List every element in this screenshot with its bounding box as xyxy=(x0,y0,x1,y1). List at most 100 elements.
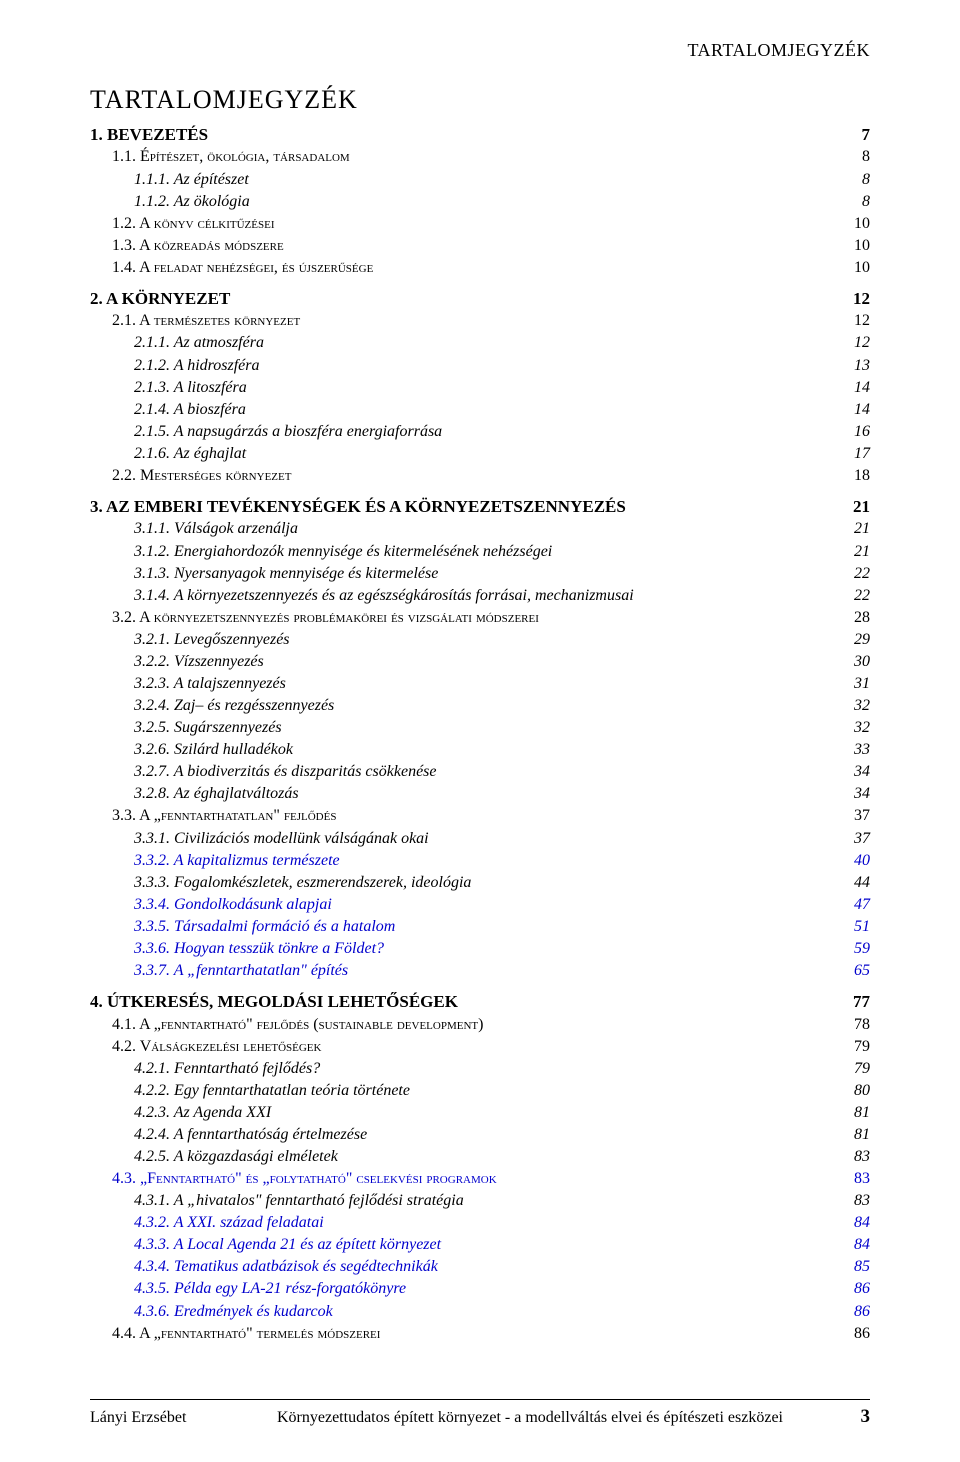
toc-entry[interactable]: 1.3. A közreadás módszere10 xyxy=(90,235,870,257)
toc-entry-label: 4.3.2. A XXI. század feladatai xyxy=(134,1212,324,1234)
toc-entry-label: 4.3. „Fenntartható" és „folytatható" cse… xyxy=(112,1168,497,1190)
toc-entry-label: 3.3.4. Gondolkodásunk alapjai xyxy=(134,894,332,916)
toc-entry-page: 83 xyxy=(854,1168,870,1190)
toc-entry[interactable]: 3.2.6. Szilárd hulladékok33 xyxy=(90,739,870,761)
toc-entry[interactable]: 4.4. A „fenntartható" termelés módszerei… xyxy=(90,1323,870,1345)
toc-entry[interactable]: 2. A KÖRNYEZET12 xyxy=(90,287,870,310)
toc-entry[interactable]: 4.3.3. A Local Agenda 21 és az épített k… xyxy=(90,1234,870,1256)
toc-entry[interactable]: 4.3.1. A „hivatalos" fenntartható fejlőd… xyxy=(90,1190,870,1212)
toc-entry[interactable]: 3.3.6. Hogyan tesszük tönkre a Földet?59 xyxy=(90,938,870,960)
toc-entry[interactable]: 3.3.5. Társadalmi formáció és a hatalom5… xyxy=(90,916,870,938)
toc-entry-page: 8 xyxy=(862,191,870,213)
toc-entry[interactable]: 3.3.4. Gondolkodásunk alapjai 47 xyxy=(90,894,870,916)
toc-entry[interactable]: 1.4. A feladat nehézségei, és újszerűség… xyxy=(90,257,870,279)
toc-entry[interactable]: 3.1.3. Nyersanyagok mennyisége és kiterm… xyxy=(90,563,870,585)
toc-entry[interactable]: 3. AZ EMBERI TEVÉKENYSÉGEK ÉS A KÖRNYEZE… xyxy=(90,495,870,518)
toc-entry-page: 37 xyxy=(854,828,870,850)
toc-entry[interactable]: 4.3. „Fenntartható" és „folytatható" cse… xyxy=(90,1168,870,1190)
toc-entry[interactable]: 2.1. A természetes környezet12 xyxy=(90,310,870,332)
toc-entry[interactable]: 2.1.6. Az éghajlat17 xyxy=(90,443,870,465)
toc-entry-page: 65 xyxy=(854,960,870,982)
toc-entry-page: 10 xyxy=(854,257,870,279)
toc-entry[interactable]: 3.1.4. A környezetszennyezés és az egész… xyxy=(90,585,870,607)
toc-entry[interactable]: 1.1.2. Az ökológia8 xyxy=(90,191,870,213)
toc-entry[interactable]: 4.2.4. A fenntarthatóság értelmezése81 xyxy=(90,1124,870,1146)
page-footer: Lányi Erzsébet Környezettudatos épített … xyxy=(90,1399,870,1428)
toc-entry-label: 4. ÚTKERESÉS, MEGOLDÁSI LEHETŐSÉGEK xyxy=(90,990,458,1013)
toc-entry-page: 33 xyxy=(854,739,870,761)
toc-entry[interactable]: 3.2. A környezetszennyezés problémakörei… xyxy=(90,607,870,629)
toc-entry[interactable]: 1.1. Építészet, ökológia, társadalom8 xyxy=(90,146,870,168)
toc-entry[interactable]: 3.3.1. Civilizációs modellünk válságának… xyxy=(90,828,870,850)
toc-entry[interactable]: 4.3.6. Eredmények és kudarcok86 xyxy=(90,1301,870,1323)
toc-entry-page: 29 xyxy=(854,629,870,651)
toc-entry[interactable]: 4.1. A „fenntartható" fejlődés (sustaina… xyxy=(90,1014,870,1036)
toc-entry-page: 78 xyxy=(854,1014,870,1036)
toc-entry[interactable]: 3.2.4. Zaj– és rezgésszennyezés32 xyxy=(90,695,870,717)
footer-page-number: 3 xyxy=(830,1406,870,1428)
toc-entry-label: 2.1.2. A hidroszféra xyxy=(134,355,260,377)
toc-entry[interactable]: 4.2.2. Egy fenntarthatatlan teória törté… xyxy=(90,1080,870,1102)
toc-entry[interactable]: 4.3.4. Tematikus adatbázisok és segédtec… xyxy=(90,1256,870,1278)
toc-entry-page: 8 xyxy=(862,169,870,191)
toc-entry-page: 18 xyxy=(854,465,870,487)
toc-entry-label: 3.2.4. Zaj– és rezgésszennyezés xyxy=(134,695,334,717)
toc-entry[interactable]: 1. BEVEZETÉS7 xyxy=(90,123,870,146)
toc-entry-label: 3.3. A „fenntarthatatlan" fejlődés xyxy=(112,805,336,827)
toc-entry-page: 14 xyxy=(854,399,870,421)
table-of-contents: 1. BEVEZETÉS71.1. Építészet, ökológia, t… xyxy=(90,123,870,1345)
toc-entry-label: 4.3.1. A „hivatalos" fenntartható fejlőd… xyxy=(134,1190,464,1212)
toc-entry[interactable]: 2.1.4. A bioszféra14 xyxy=(90,399,870,421)
toc-entry[interactable]: 3.3.7. A „fenntarthatatlan" építés65 xyxy=(90,960,870,982)
toc-entry-page: 12 xyxy=(853,287,870,310)
toc-entry-label: 3.1.4. A környezetszennyezés és az egész… xyxy=(134,585,634,607)
toc-entry-page: 34 xyxy=(854,783,870,805)
toc-entry[interactable]: 3.2.2. Vízszennyezés30 xyxy=(90,651,870,673)
toc-entry-label: 4.3.6. Eredmények és kudarcok xyxy=(134,1301,333,1323)
toc-entry[interactable]: 4.3.2. A XXI. század feladatai84 xyxy=(90,1212,870,1234)
toc-entry[interactable]: 3.2.7. A biodiverzitás és diszparitás cs… xyxy=(90,761,870,783)
toc-entry-page: 10 xyxy=(854,213,870,235)
toc-entry[interactable]: 2.1.2. A hidroszféra13 xyxy=(90,355,870,377)
toc-entry[interactable]: 4.3.5. Példa egy LA-21 rész-forgatókönyr… xyxy=(90,1278,870,1300)
toc-entry[interactable]: 3.1.1. Válságok arzenálja21 xyxy=(90,518,870,540)
toc-entry[interactable]: 3.2.8. Az éghajlatváltozás34 xyxy=(90,783,870,805)
toc-entry-page: 32 xyxy=(854,717,870,739)
toc-entry-page: 81 xyxy=(854,1102,870,1124)
toc-entry[interactable]: 3.3. A „fenntarthatatlan" fejlődés 37 xyxy=(90,805,870,827)
toc-entry[interactable]: 4. ÚTKERESÉS, MEGOLDÁSI LEHETŐSÉGEK77 xyxy=(90,990,870,1013)
toc-entry[interactable]: 1.1.1. Az építészet8 xyxy=(90,169,870,191)
toc-entry-label: 3.1.2. Energiahordozók mennyisége és kit… xyxy=(134,541,552,563)
toc-entry-page: 12 xyxy=(854,332,870,354)
toc-entry-page: 22 xyxy=(854,585,870,607)
toc-entry[interactable]: 4.2.5. A közgazdasági elméletek83 xyxy=(90,1146,870,1168)
toc-entry[interactable]: 3.2.3. A talajszennyezés31 xyxy=(90,673,870,695)
toc-entry[interactable]: 4.2. Válságkezelési lehetőségek 79 xyxy=(90,1036,870,1058)
toc-entry[interactable]: 3.3.3. Fogalomkészletek, eszmerendszerek… xyxy=(90,872,870,894)
toc-entry[interactable]: 4.2.1. Fenntartható fejlődés?79 xyxy=(90,1058,870,1080)
toc-entry-page: 37 xyxy=(854,805,870,827)
toc-entry-page: 47 xyxy=(854,894,870,916)
toc-entry-label: 2.1.3. A litoszféra xyxy=(134,377,247,399)
toc-entry[interactable]: 2.1.5. A napsugárzás a bioszféra energia… xyxy=(90,421,870,443)
toc-entry-page: 79 xyxy=(854,1036,870,1058)
toc-entry[interactable]: 2.1.3. A litoszféra14 xyxy=(90,377,870,399)
toc-entry[interactable]: 3.3.2. A kapitalizmus természete40 xyxy=(90,850,870,872)
toc-entry[interactable]: 3.1.2. Energiahordozók mennyisége és kit… xyxy=(90,541,870,563)
toc-entry-page: 10 xyxy=(854,235,870,257)
toc-entry-page: 21 xyxy=(854,541,870,563)
toc-entry-label: 4.2. Válságkezelési lehetőségek xyxy=(112,1036,321,1058)
toc-entry[interactable]: 1.2. A könyv célkitűzései10 xyxy=(90,213,870,235)
toc-entry-label: 4.3.5. Példa egy LA-21 rész-forgatókönyr… xyxy=(134,1278,406,1300)
toc-entry[interactable]: 3.2.1. Levegőszennyezés29 xyxy=(90,629,870,651)
toc-entry-page: 86 xyxy=(854,1278,870,1300)
toc-entry-page: 81 xyxy=(854,1124,870,1146)
toc-entry-label: 4.2.3. Az Agenda XXI xyxy=(134,1102,271,1124)
footer-author: Lányi Erzsébet xyxy=(90,1409,230,1427)
toc-entry[interactable]: 3.2.5. Sugárszennyezés32 xyxy=(90,717,870,739)
toc-entry-label: 4.1. A „fenntartható" fejlődés (sustaina… xyxy=(112,1014,483,1036)
toc-entry[interactable]: 2.1.1. Az atmoszféra12 xyxy=(90,332,870,354)
toc-entry[interactable]: 4.2.3. Az Agenda XXI 81 xyxy=(90,1102,870,1124)
toc-entry[interactable]: 2.2. Mesterséges környezet18 xyxy=(90,465,870,487)
toc-entry-label: 3. AZ EMBERI TEVÉKENYSÉGEK ÉS A KÖRNYEZE… xyxy=(90,495,626,518)
